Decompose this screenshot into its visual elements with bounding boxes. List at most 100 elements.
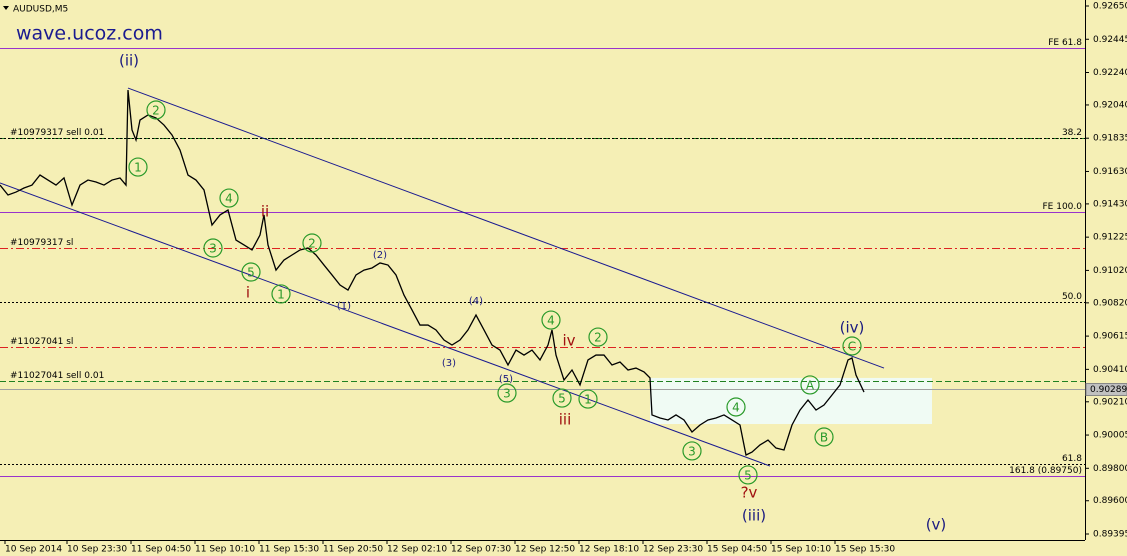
- wave-circle: [302, 233, 322, 253]
- y-tick-label: 0.91430: [1093, 199, 1127, 209]
- y-tick-label: 0.92240: [1093, 68, 1127, 78]
- wave-label: (4): [469, 296, 483, 307]
- x-tick-label: 12 Sep 07:30: [451, 545, 511, 555]
- level-label: 61.8: [1062, 454, 1082, 464]
- level-label: #11027041 sl: [10, 337, 73, 347]
- y-tick-label: 0.91630: [1093, 167, 1127, 177]
- wave-label: 2: [152, 103, 160, 117]
- wave-circle: [203, 238, 223, 258]
- level-label: FE 100.0: [1043, 202, 1083, 212]
- x-tick-label: 11 Sep 10:10: [195, 545, 255, 555]
- level-label: 50.0: [1062, 292, 1082, 302]
- x-tick-label: 12 Sep 18:10: [579, 545, 639, 555]
- y-tick-label: 0.92445: [1093, 35, 1127, 45]
- wave-label: (iv): [840, 319, 865, 337]
- wave-label: 3: [209, 242, 217, 256]
- x-tick-label: 11 Sep 20:50: [323, 545, 383, 555]
- y-tick-label: 0.90210: [1093, 397, 1127, 407]
- wave-label: 4: [732, 400, 740, 414]
- y-tick-label: 0.91020: [1093, 266, 1127, 276]
- level-label: FE 61.8: [1048, 38, 1082, 48]
- wave-circle: [800, 375, 820, 395]
- x-tick-label: 10 Sep 23:30: [67, 545, 127, 555]
- wave-label: 4: [547, 314, 555, 328]
- wave-label: (iii): [742, 507, 766, 525]
- wave-label: 2: [308, 236, 316, 250]
- wave-label: ?v: [741, 483, 758, 501]
- level-label: #10979317 sell 0.01: [10, 128, 104, 138]
- x-tick-label: 15 Sep 10:10: [771, 545, 831, 555]
- wave-circle: [814, 427, 834, 447]
- y-tick-label: 0.91225: [1093, 233, 1127, 243]
- channel-line: [127, 87, 885, 369]
- chart-subtitle: wave.ucoz.com: [16, 23, 163, 45]
- y-tick-label: 0.92650: [1093, 2, 1127, 12]
- wave-label: A: [806, 378, 815, 392]
- wave-label: (v): [926, 515, 947, 533]
- y-tick-label: 0.89395: [1093, 529, 1127, 539]
- chart-title: AUDUSD,M5: [13, 5, 68, 15]
- wave-label: 3: [503, 387, 511, 401]
- wave-circle: [541, 310, 561, 330]
- wave-circle: [241, 262, 261, 282]
- price-tag: [1085, 383, 1127, 396]
- wave-label: (ii): [119, 52, 139, 70]
- wave-circle: [842, 336, 862, 356]
- level-label: 161.8 (0.89750): [1009, 466, 1082, 476]
- y-tick-label: 0.89800: [1093, 464, 1127, 474]
- y-tick-label: 0.90005: [1093, 431, 1127, 441]
- x-tick-label: 11 Sep 04:50: [131, 545, 191, 555]
- wave-label: C: [848, 339, 856, 353]
- y-tick-label: 0.92040: [1093, 100, 1127, 110]
- menu-arrow: [3, 6, 9, 10]
- wave-circle: [146, 100, 166, 120]
- wave-circle: [726, 397, 746, 417]
- y-tick-label: 0.90410: [1093, 365, 1127, 375]
- wave-circle: [271, 284, 291, 304]
- wave-label: 4: [225, 192, 233, 206]
- x-tick-label: 11 Sep 15:30: [259, 545, 319, 555]
- wave-circle: [588, 327, 608, 347]
- level-label: #11027041 sell 0.01: [10, 371, 104, 381]
- wave-label: (2): [373, 250, 387, 261]
- x-tick-label: 15 Sep 04:50: [707, 545, 767, 555]
- wave-label: 1: [584, 393, 592, 407]
- target-box: [650, 377, 932, 425]
- wave-label: i: [246, 283, 250, 301]
- wave-label: iii: [559, 410, 572, 428]
- y-tick-label: 0.91835: [1093, 134, 1127, 144]
- x-tick-label: 10 Sep 2014: [5, 545, 62, 555]
- channel-line: [0, 182, 771, 467]
- wave-circle: [682, 441, 702, 461]
- level-label: 38.2: [1062, 128, 1082, 138]
- x-tick-label: 12 Sep 02:10: [387, 545, 447, 555]
- wave-label: ii: [261, 203, 269, 221]
- wave-label: iv: [562, 331, 575, 349]
- wave-label: 5: [744, 468, 752, 482]
- wave-label: 3: [688, 444, 696, 458]
- wave-circle: [552, 388, 572, 408]
- wave-label: (3): [442, 358, 456, 369]
- y-tick-label: 0.90820: [1093, 298, 1127, 308]
- price-tag-label: 0.90289: [1090, 385, 1127, 395]
- price-line: [0, 89, 865, 456]
- wave-circle: [578, 389, 598, 409]
- wave-circle: [128, 157, 148, 177]
- wave-circle: [738, 465, 758, 485]
- x-tick-label: 12 Sep 12:50: [515, 545, 575, 555]
- wave-label: 5: [247, 266, 255, 280]
- wave-label: 1: [277, 287, 285, 301]
- x-tick-label: 15 Sep 15:30: [835, 545, 895, 555]
- y-tick-label: 0.90615: [1093, 332, 1127, 342]
- wave-circle: [219, 188, 239, 208]
- x-tick-label: 12 Sep 23:30: [643, 545, 703, 555]
- wave-label: 5: [558, 392, 566, 406]
- wave-label: (1): [337, 301, 351, 312]
- y-tick-label: 0.89600: [1093, 496, 1127, 506]
- level-label: #10979317 sl: [10, 238, 73, 248]
- wave-circle: [497, 383, 517, 403]
- wave-label: (5): [499, 374, 513, 385]
